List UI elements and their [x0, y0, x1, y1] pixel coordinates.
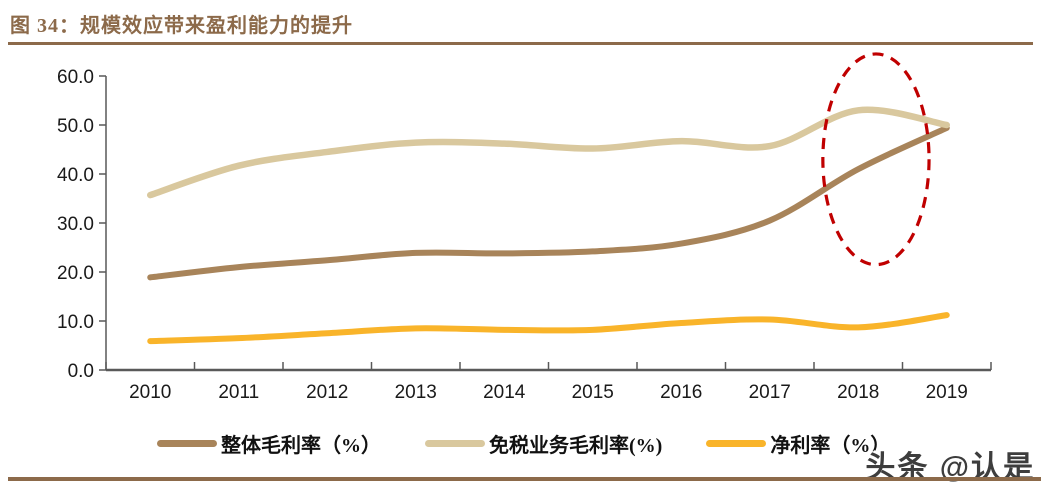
highlight-ellipse — [821, 52, 931, 267]
y-tick-label: 50.0 — [57, 116, 94, 137]
y-tick-label: 40.0 — [57, 165, 94, 186]
x-year-label: 2010 — [129, 382, 171, 403]
x-year-label: 2017 — [749, 382, 791, 403]
legend-item-net-margin: 净利率（%） — [706, 429, 890, 458]
line-chart: 0.0 10.0 20.0 30.0 40.0 50.0 60.0 2010 2011 2012 2… — [57, 52, 992, 403]
legend-swatch-overall-gross-margin — [157, 440, 217, 447]
x-year-label: 2012 — [306, 382, 348, 403]
x-year-label: 2016 — [660, 382, 702, 403]
series-line-net-margin — [147, 312, 950, 345]
x-year-label: 2018 — [837, 382, 879, 403]
series-line-overall-gross-margin — [147, 124, 950, 281]
y-tick-label: 20.0 — [57, 263, 94, 284]
x-year-label: 2015 — [572, 382, 614, 403]
series-line-dutyfree-gross-margin — [147, 106, 950, 199]
legend-item-dutyfree-gross-margin: 免税业务毛利率(%) — [425, 429, 662, 458]
legend-item-overall-gross-margin: 整体毛利率（%） — [157, 429, 381, 458]
legend-label-net-margin: 净利率（%） — [770, 435, 891, 457]
legend-label-dutyfree-gross-margin: 免税业务毛利率(%) — [489, 435, 663, 457]
x-year-label: 2014 — [483, 382, 526, 403]
x-year-label: 2011 — [218, 382, 259, 403]
y-tick-label: 0.0 — [68, 361, 94, 382]
x-year-label: 2019 — [926, 382, 968, 403]
y-tick-label: 10.0 — [57, 312, 94, 333]
y-tick-label: 60.0 — [57, 67, 94, 88]
bottom-divider — [8, 477, 1041, 481]
x-year-label: 2013 — [395, 382, 437, 403]
chart-legend: 整体毛利率（%） 免税业务毛利率(%) 净利率（%） — [157, 429, 890, 458]
title-divider — [8, 42, 1033, 45]
legend-swatch-net-margin — [706, 440, 767, 447]
figure-title: 图 34：规模效应带来盈利能力的提升 — [10, 15, 353, 37]
legend-swatch-dutyfree-gross-margin — [425, 440, 485, 447]
y-tick-label: 30.0 — [57, 214, 94, 235]
legend-label-overall-gross-margin: 整体毛利率（%） — [221, 435, 381, 457]
